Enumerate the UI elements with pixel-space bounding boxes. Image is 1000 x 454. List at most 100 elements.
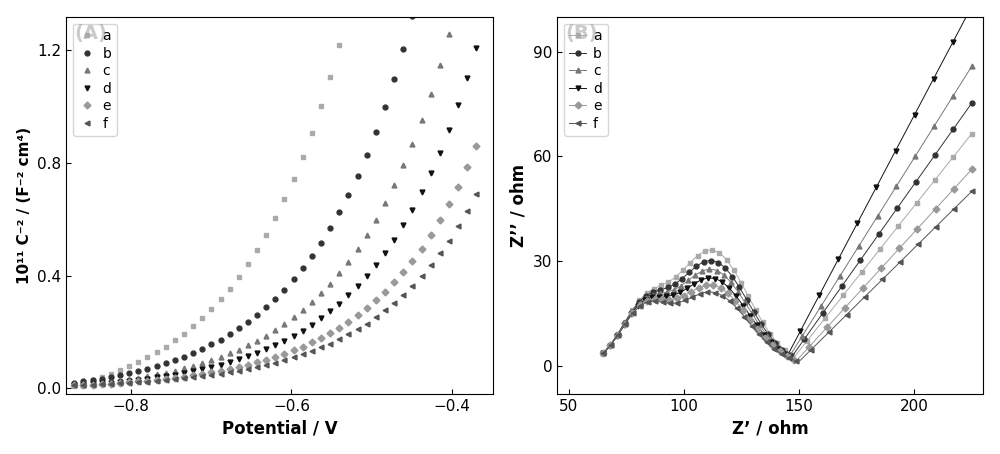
f <box>388 300 400 306</box>
a <box>269 215 281 220</box>
e <box>352 312 364 318</box>
a <box>315 103 327 109</box>
e <box>397 269 409 275</box>
e <box>96 381 108 387</box>
f <box>361 321 373 326</box>
Y-axis label: 10¹¹ C⁻² / (F⁻² cm⁴): 10¹¹ C⁻² / (F⁻² cm⁴) <box>17 127 32 284</box>
d <box>196 366 208 372</box>
b <box>352 173 364 178</box>
a <box>738 284 750 290</box>
Line: f: f <box>601 189 974 364</box>
b <box>251 312 263 318</box>
d <box>425 171 437 176</box>
f <box>793 359 805 364</box>
f <box>397 292 409 297</box>
d <box>434 150 446 155</box>
d <box>224 360 236 365</box>
Line: d: d <box>72 45 479 388</box>
d <box>616 326 628 331</box>
e <box>685 289 697 294</box>
f <box>68 383 80 388</box>
d <box>288 333 300 339</box>
f <box>686 295 698 300</box>
e <box>288 348 300 353</box>
d <box>260 346 272 352</box>
b <box>397 47 409 52</box>
a <box>306 130 318 135</box>
b <box>242 319 254 325</box>
d <box>763 337 775 343</box>
b <box>370 129 382 135</box>
a <box>278 197 290 202</box>
c <box>242 343 254 348</box>
c <box>361 232 373 238</box>
X-axis label: Z’ / ohm: Z’ / ohm <box>732 419 809 437</box>
a <box>597 350 609 355</box>
a <box>178 331 190 336</box>
a <box>96 375 108 380</box>
f <box>205 372 217 378</box>
Legend: a, b, c, d, e, f: a, b, c, d, e, f <box>73 24 117 136</box>
Line: e: e <box>72 144 479 388</box>
e <box>388 280 400 285</box>
Line: b: b <box>601 101 974 359</box>
f <box>306 348 318 354</box>
b <box>669 281 681 286</box>
d <box>251 350 263 355</box>
b <box>114 372 126 378</box>
b <box>786 354 798 359</box>
e <box>306 340 318 345</box>
a <box>242 261 254 266</box>
f <box>470 191 482 197</box>
d <box>187 369 199 374</box>
a <box>123 364 135 369</box>
a <box>684 260 696 265</box>
d <box>597 350 609 356</box>
a <box>132 360 144 365</box>
c <box>96 380 108 385</box>
a <box>251 247 263 253</box>
c <box>251 338 263 344</box>
e <box>342 319 354 325</box>
e <box>597 350 609 356</box>
b <box>77 379 89 384</box>
d <box>96 381 108 386</box>
c <box>966 64 978 69</box>
f <box>196 374 208 379</box>
d <box>342 293 354 298</box>
d <box>105 380 117 385</box>
f <box>452 224 464 229</box>
c <box>233 347 245 352</box>
d <box>397 223 409 228</box>
e <box>617 325 629 330</box>
c <box>734 292 746 298</box>
c <box>87 381 99 386</box>
Line: f: f <box>72 192 479 388</box>
e <box>269 354 281 360</box>
d <box>732 296 744 302</box>
d <box>87 381 99 387</box>
f <box>342 332 354 337</box>
c <box>105 379 117 385</box>
f <box>224 370 236 375</box>
d <box>278 338 290 344</box>
f <box>278 357 290 363</box>
c <box>196 360 208 366</box>
e <box>215 368 227 374</box>
d <box>352 283 364 289</box>
e <box>123 380 135 385</box>
f <box>114 381 126 386</box>
c <box>324 281 336 286</box>
f <box>324 341 336 346</box>
c <box>668 287 680 292</box>
a <box>141 355 153 360</box>
b <box>233 326 245 331</box>
Line: e: e <box>601 167 974 363</box>
a <box>288 176 300 182</box>
Line: c: c <box>601 64 974 358</box>
d <box>388 237 400 242</box>
c <box>260 333 272 338</box>
a <box>196 315 208 321</box>
a <box>616 323 628 329</box>
c <box>123 376 135 382</box>
